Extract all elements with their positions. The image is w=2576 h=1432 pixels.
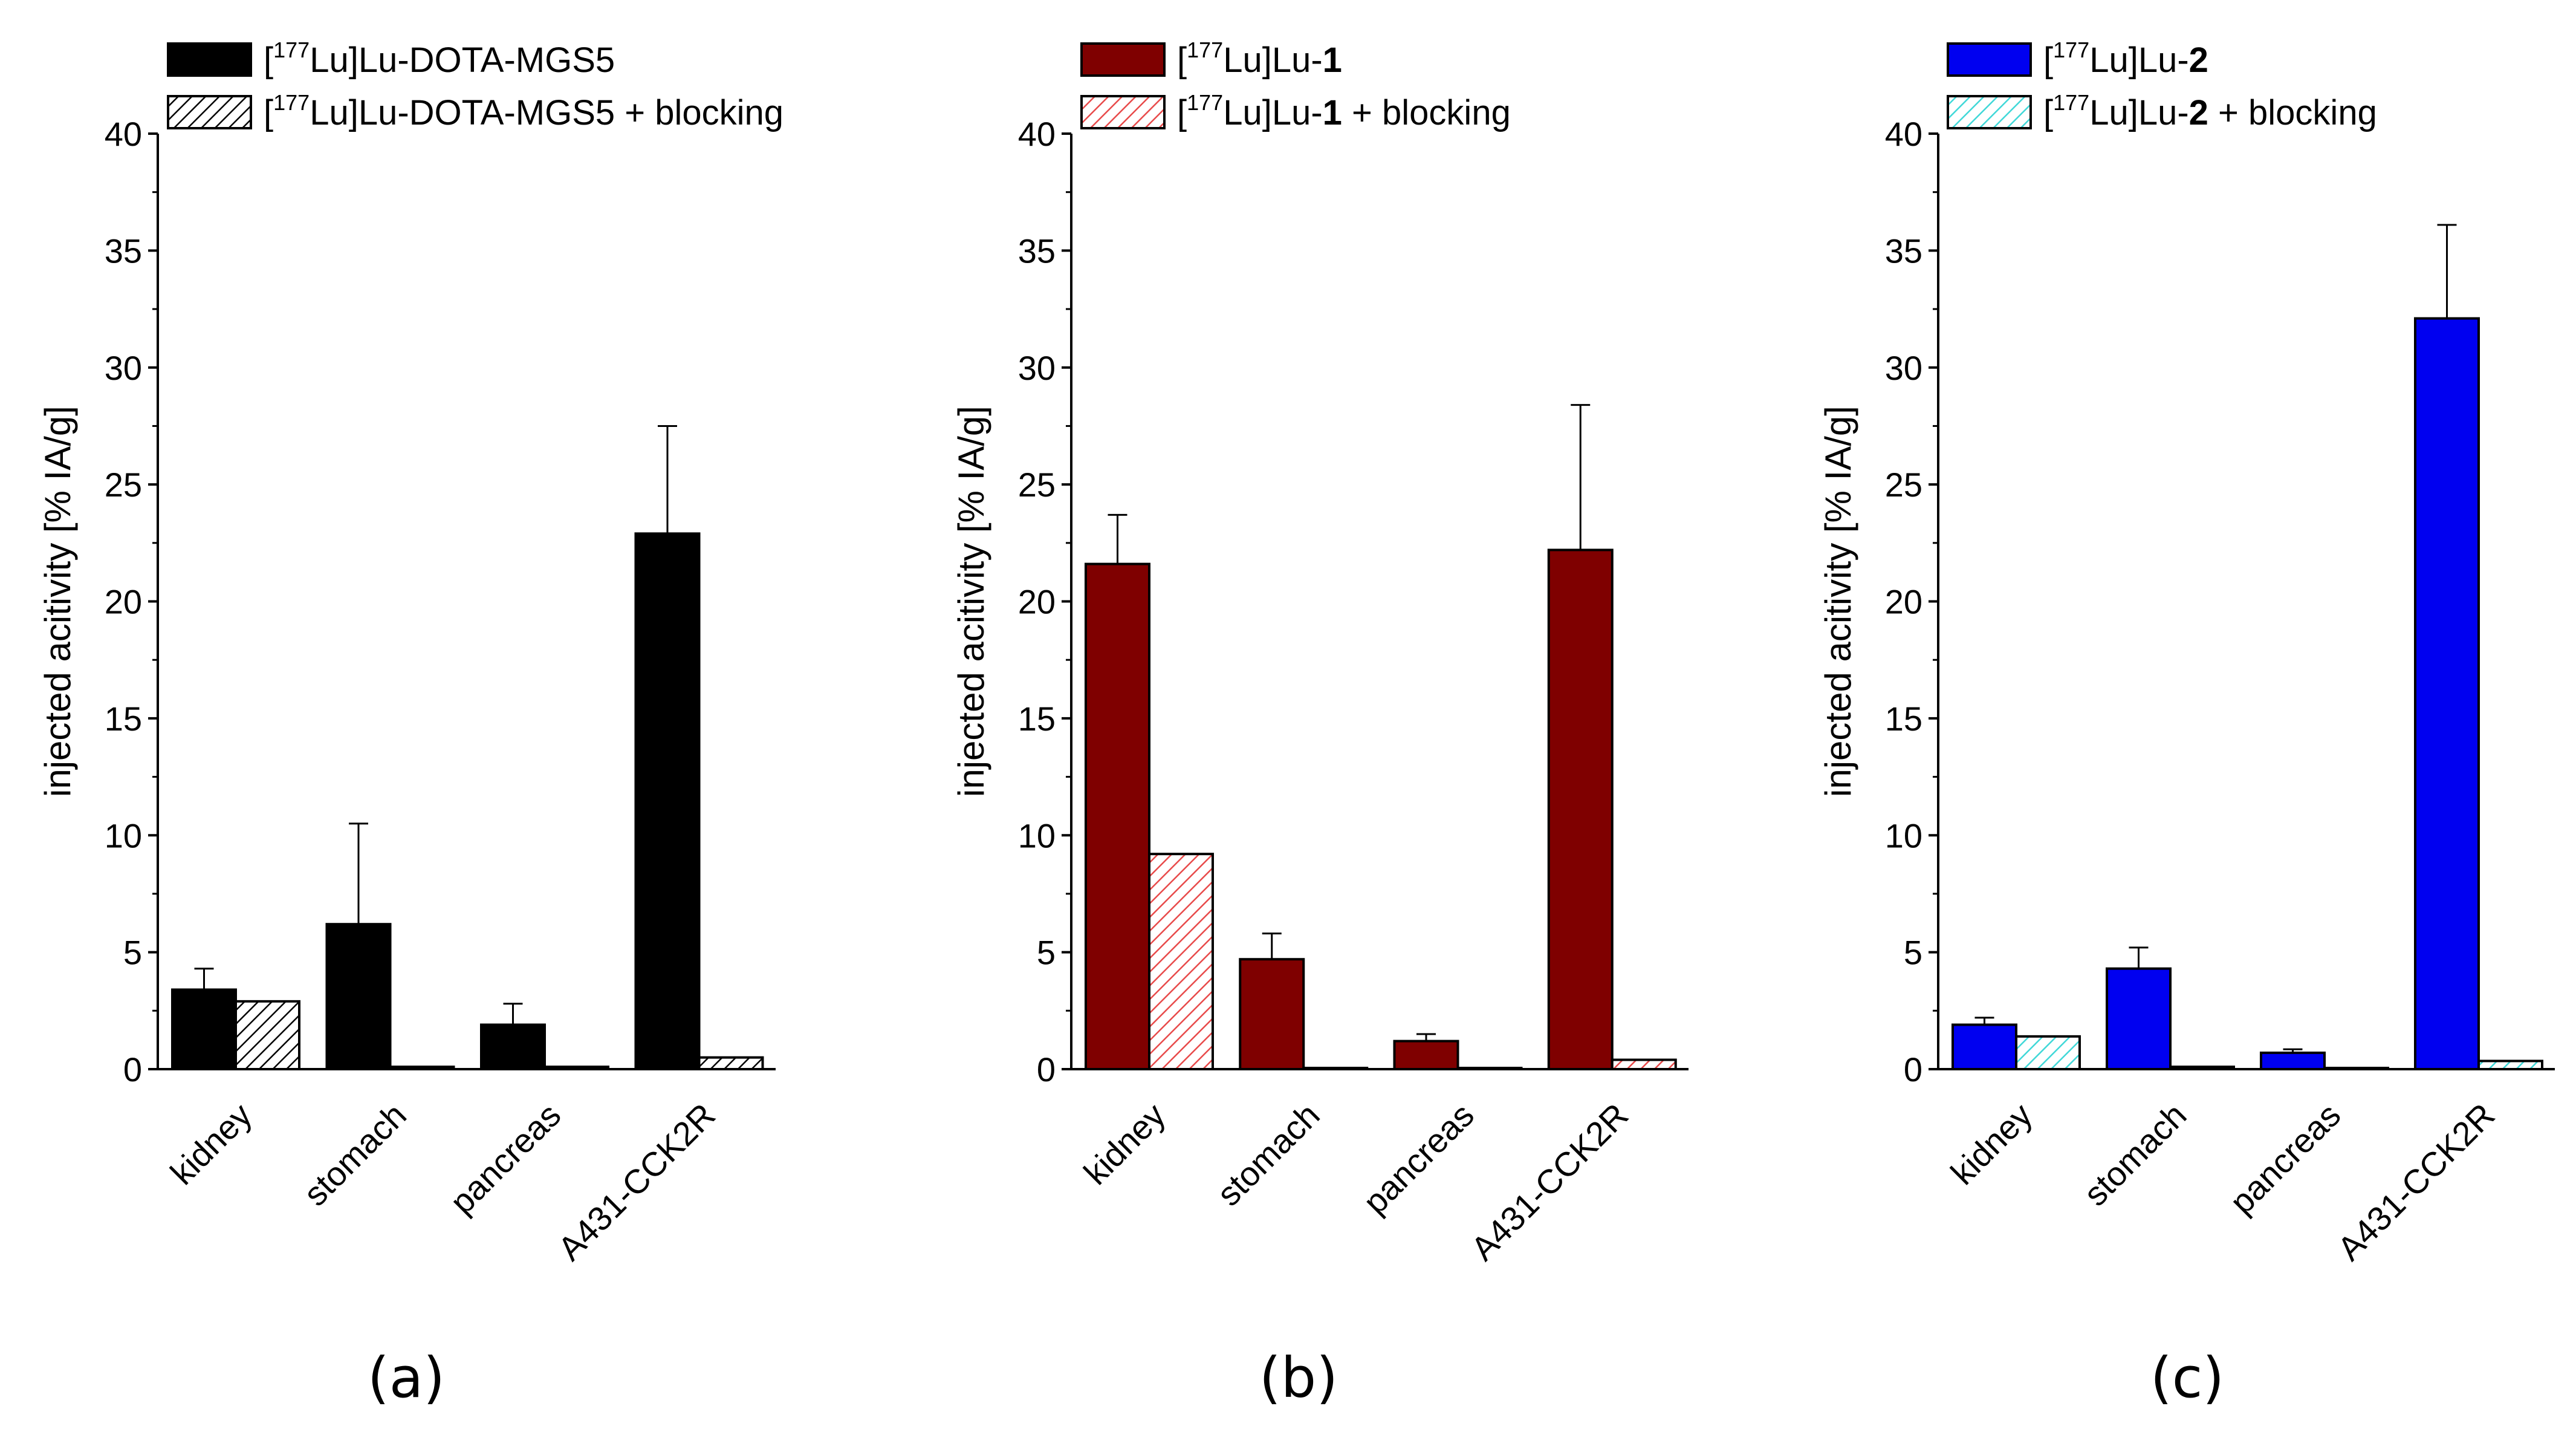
y-tick-label: 30 [1018, 349, 1056, 387]
y-tick-label: 20 [1018, 583, 1056, 621]
bar [235, 1000, 300, 1071]
bar [2260, 1051, 2326, 1070]
panel-2: 0 5 10 15 20 25 30 35 40 injected acitivity [% IA… [1818, 37, 2555, 1410]
legend-label: [177Lu]Lu-2 [2043, 37, 2208, 80]
x-tick-label: pancreas [1356, 1096, 1481, 1221]
y-tick-label: 25 [1885, 466, 1922, 504]
y-tick-label: 5 [1904, 934, 1922, 972]
legend-swatch [1080, 42, 1166, 77]
bar [543, 1066, 609, 1070]
bar [2169, 1066, 2235, 1070]
y-axis-label: injected acitivity [% IA/g] [1818, 406, 1858, 797]
y-axis-label: injected acitivity [% IA/g] [37, 406, 78, 797]
y-tick-label: 5 [1037, 934, 1056, 972]
x-tick-label: stomach [2076, 1096, 2193, 1213]
y-tick-label: 20 [105, 583, 142, 621]
y-tick-label: 35 [105, 232, 142, 270]
x-tick-label: kidney [163, 1096, 259, 1192]
bar [698, 1056, 764, 1070]
panel-1: 0 5 10 15 20 25 30 35 40 injected acitivity [% IA… [951, 37, 1689, 1410]
y-tick-label: 10 [1018, 816, 1056, 854]
x-tick-label: kidney [1943, 1096, 2039, 1192]
panel-label: (b) [1259, 1346, 1338, 1410]
y-tick-label: 20 [1885, 583, 1922, 621]
bar [1302, 1067, 1369, 1071]
y-tick-label: 0 [1037, 1050, 1056, 1089]
y-axis-label: injected acitivity [% IA/g] [951, 406, 991, 797]
bar [325, 923, 392, 1070]
legend-swatch [1080, 95, 1166, 129]
bar [2106, 967, 2172, 1071]
bar [2015, 1035, 2081, 1070]
y-tick-label: 5 [123, 934, 142, 972]
bar [1611, 1058, 1677, 1071]
x-tick-label: A431-CCK2R [2330, 1096, 2502, 1268]
y-tick-label: 10 [105, 816, 142, 854]
bar [1951, 1023, 2017, 1070]
y-tick-label: 30 [105, 349, 142, 387]
bar [2477, 1059, 2543, 1070]
bar [389, 1066, 455, 1070]
x-tick-label: kidney [1076, 1096, 1172, 1192]
y-tick-label: 35 [1018, 232, 1056, 270]
legend-label: [177Lu]Lu-1 + blocking [1177, 90, 1511, 132]
x-tick-label: stomach [1210, 1096, 1327, 1213]
legend-label: [177Lu]Lu-2 + blocking [2043, 90, 2377, 132]
legend-swatch [1947, 42, 2032, 77]
y-tick-label: 15 [105, 700, 142, 738]
bar [1148, 853, 1214, 1070]
x-tick-label: stomach [296, 1096, 414, 1213]
y-tick-label: 15 [1885, 700, 1922, 738]
bar [480, 1023, 546, 1070]
legend-swatch [1947, 95, 2032, 129]
y-tick-label: 35 [1885, 232, 1922, 270]
y-tick-label: 0 [123, 1050, 142, 1089]
x-tick-label: pancreas [443, 1096, 568, 1221]
y-tick-label: 25 [1018, 466, 1056, 504]
x-tick-label: A431-CCK2R [551, 1096, 722, 1268]
y-tick-label: 15 [1018, 700, 1056, 738]
y-tick-label: 40 [1885, 115, 1922, 153]
legend-label: [177Lu]Lu-1 [1177, 37, 1342, 80]
bar [634, 532, 701, 1070]
legend-swatch [167, 95, 252, 129]
bar [1393, 1040, 1459, 1070]
panel-0: 0 5 10 15 20 25 30 35 40 injected acitivity [% IA… [37, 37, 784, 1410]
panel-label: (a) [368, 1346, 445, 1410]
y-tick-label: 40 [105, 115, 142, 153]
bar [2414, 317, 2480, 1070]
x-tick-label: pancreas [2222, 1096, 2347, 1221]
bar [171, 988, 237, 1070]
bar [1085, 562, 1150, 1070]
y-tick-label: 0 [1904, 1050, 1922, 1089]
legend-label: [177Lu]Lu-DOTA-MGS5 [264, 37, 615, 80]
legend-label: [177Lu]Lu-DOTA-MGS5 + blocking [264, 90, 784, 132]
bar [1456, 1067, 1523, 1071]
bar [2323, 1067, 2389, 1071]
y-tick-label: 10 [1885, 816, 1922, 854]
legend-swatch [167, 42, 252, 77]
y-tick-label: 25 [105, 466, 142, 504]
panel-label: (c) [2150, 1346, 2224, 1410]
bar [1547, 548, 1614, 1070]
x-tick-label: A431-CCK2R [1464, 1096, 1635, 1268]
y-tick-label: 30 [1885, 349, 1922, 387]
bar [1239, 958, 1305, 1071]
y-tick-label: 40 [1018, 115, 1056, 153]
